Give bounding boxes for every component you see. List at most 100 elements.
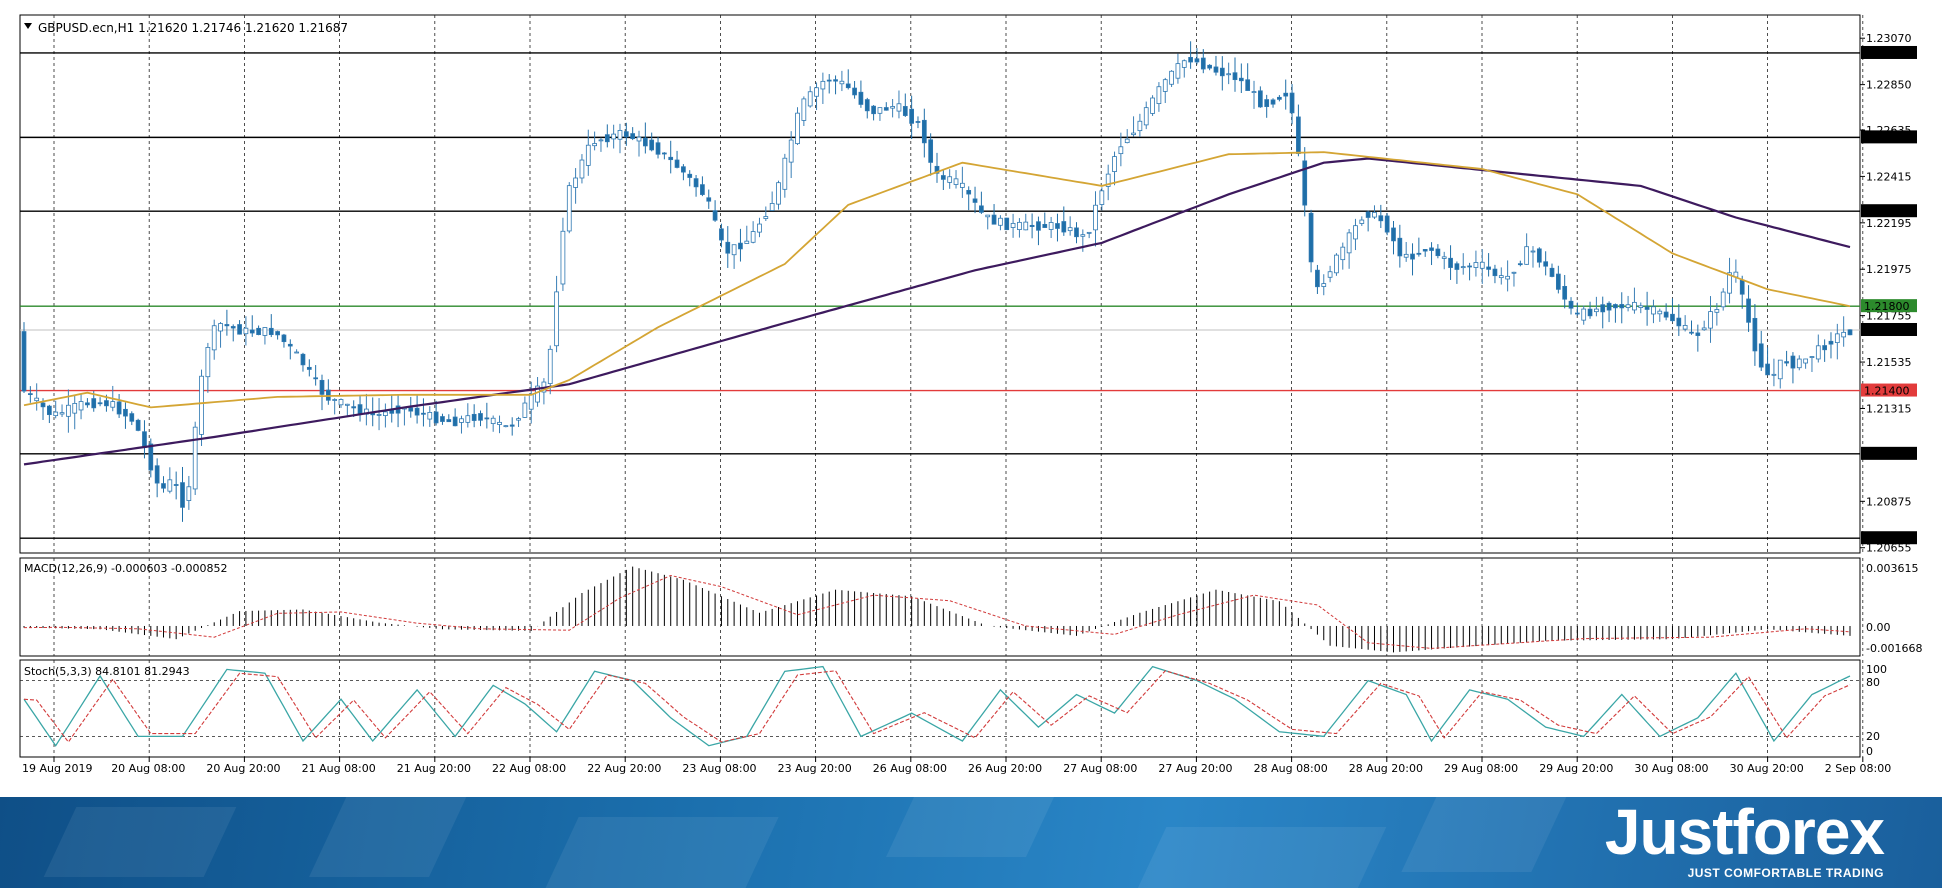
- candle-body: [655, 142, 661, 155]
- candle-body: [1619, 304, 1625, 309]
- candle: [1517, 260, 1523, 267]
- candle-body: [1321, 283, 1327, 287]
- candle: [795, 107, 800, 146]
- candle-body: [1093, 204, 1098, 231]
- candle: [662, 152, 667, 160]
- candle-body: [1245, 79, 1251, 91]
- candle: [1555, 265, 1561, 294]
- candle-body: [59, 412, 65, 415]
- candle: [921, 108, 927, 158]
- candle: [459, 415, 464, 434]
- x-tick-label: 30 Aug 20:00: [1730, 762, 1804, 775]
- candle-body: [1143, 107, 1149, 126]
- price-tick-label: 1.20875: [1866, 495, 1912, 508]
- candle-body: [719, 228, 724, 241]
- candle-body: [72, 403, 78, 414]
- candle: [1372, 205, 1377, 220]
- candle-body: [452, 416, 458, 427]
- candle-body: [782, 157, 788, 190]
- candle-body: [909, 108, 914, 124]
- candle: [34, 383, 40, 411]
- candle-body: [712, 210, 718, 221]
- candle-body: [1067, 227, 1073, 232]
- level-label-bg: [1861, 204, 1917, 218]
- candle: [1670, 298, 1675, 323]
- candle-body: [1562, 285, 1568, 300]
- candle: [1784, 350, 1789, 367]
- candle-body: [1150, 97, 1155, 114]
- candle-body: [332, 399, 338, 401]
- candle-body: [1169, 70, 1174, 85]
- candle: [972, 186, 978, 214]
- candle-body: [205, 347, 211, 378]
- macd-histogram: [23, 566, 1851, 653]
- footer-banner: [0, 797, 1942, 888]
- candle-body: [1162, 79, 1168, 92]
- x-tick-label: 27 Aug 20:00: [1158, 762, 1232, 775]
- candle: [1270, 98, 1276, 108]
- level-label-bg: [1861, 322, 1917, 336]
- x-tick-label: 22 Aug 20:00: [587, 762, 661, 775]
- candle-body: [1226, 73, 1232, 76]
- price-chart[interactable]: 1.230701.228501.226351.224151.221951.219…: [0, 0, 1942, 797]
- macd-signal-line: [24, 574, 1851, 649]
- candle-body: [1080, 234, 1086, 237]
- candle: [1156, 82, 1162, 112]
- candle-body: [1746, 298, 1751, 323]
- price-tick-label: 1.22195: [1866, 217, 1912, 230]
- candle-body: [249, 329, 255, 334]
- candle: [78, 394, 84, 420]
- candle-body: [649, 139, 655, 151]
- candle-body: [1213, 66, 1219, 73]
- candle: [1232, 57, 1238, 92]
- candle: [1657, 308, 1663, 322]
- candle-body: [579, 159, 585, 179]
- x-tick-label: 22 Aug 08:00: [492, 762, 566, 775]
- candle: [503, 425, 509, 428]
- candle-body: [890, 106, 895, 109]
- candle-body: [1283, 92, 1289, 97]
- candle-body: [960, 182, 965, 188]
- candle-body: [383, 411, 388, 417]
- candle-body: [1486, 266, 1491, 270]
- candle: [623, 122, 629, 146]
- candle: [902, 93, 908, 117]
- candle-body: [953, 178, 959, 185]
- candle-body: [630, 133, 636, 140]
- x-tick-label: 20 Aug 20:00: [206, 762, 280, 775]
- candle-body: [642, 137, 648, 147]
- candle: [712, 200, 718, 222]
- candle: [1315, 264, 1320, 294]
- candle: [211, 319, 217, 360]
- candle-body: [110, 401, 116, 408]
- candle-body: [123, 408, 128, 417]
- candle-body: [871, 105, 876, 115]
- candle: [1613, 303, 1618, 323]
- candle: [934, 152, 940, 183]
- dropdown-triangle-icon[interactable]: [24, 23, 32, 29]
- candle-body: [471, 413, 477, 421]
- x-tick-label: 21 Aug 08:00: [302, 762, 376, 775]
- candle: [1245, 63, 1251, 91]
- candle-body: [921, 119, 927, 144]
- x-tick-label: 30 Aug 08:00: [1634, 762, 1708, 775]
- candle-body: [826, 79, 832, 82]
- price-tick-label: 1.21315: [1866, 402, 1912, 415]
- stoch-main-line: [23, 665, 1851, 747]
- candle-body: [300, 353, 306, 366]
- candle: [1346, 229, 1352, 269]
- candle: [1181, 59, 1187, 78]
- candle: [598, 137, 604, 152]
- candle-body: [1131, 132, 1136, 136]
- candle-body: [554, 291, 559, 347]
- candle: [53, 400, 59, 419]
- candle: [1771, 358, 1777, 387]
- candle-body: [1575, 312, 1580, 315]
- candle: [1055, 213, 1060, 242]
- candle-body: [1638, 305, 1644, 308]
- candle: [1359, 216, 1365, 226]
- candle: [928, 133, 934, 176]
- candle-body: [1600, 304, 1606, 313]
- candle-body: [1644, 306, 1650, 310]
- candle: [173, 471, 179, 500]
